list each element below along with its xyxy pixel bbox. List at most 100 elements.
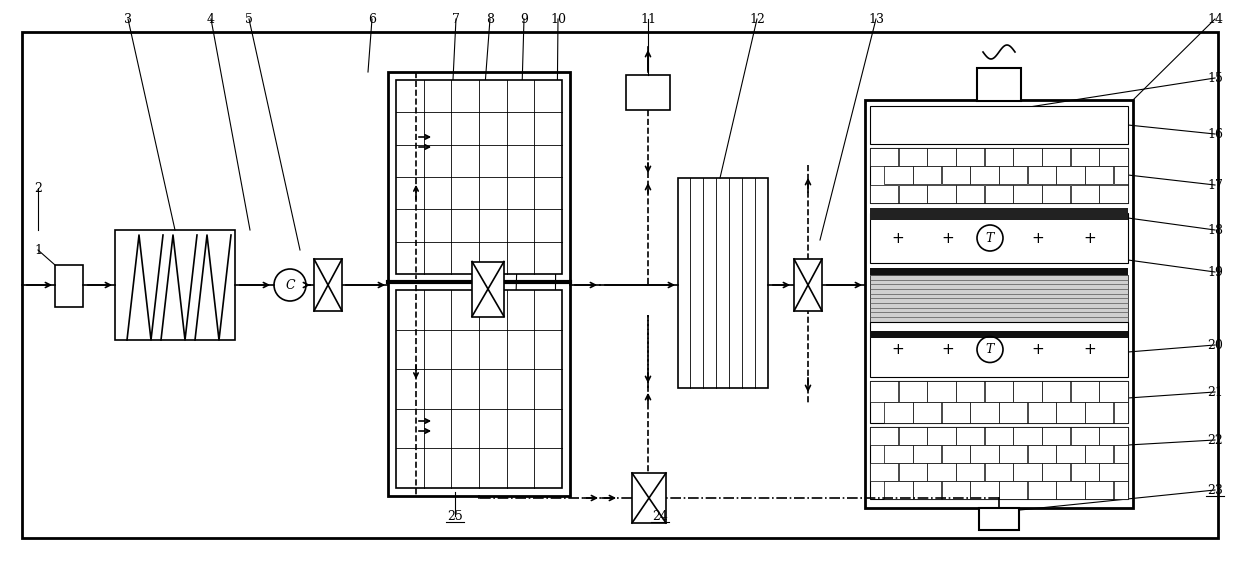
Bar <box>314 259 342 311</box>
Bar <box>941 445 970 463</box>
Bar <box>22 32 1218 538</box>
Bar <box>115 230 236 340</box>
Bar <box>870 208 1128 220</box>
Bar <box>884 445 913 463</box>
Bar <box>899 463 926 480</box>
Bar <box>884 481 913 498</box>
Bar <box>899 148 926 166</box>
Bar <box>999 166 1027 184</box>
Bar <box>870 331 1128 338</box>
Bar <box>941 166 970 184</box>
Bar <box>913 402 941 423</box>
Text: T: T <box>986 343 994 356</box>
Bar <box>1114 166 1127 184</box>
Bar <box>870 148 898 166</box>
Bar <box>870 322 1128 377</box>
Bar <box>985 427 1013 444</box>
Bar <box>1070 463 1099 480</box>
Bar <box>913 481 941 498</box>
Bar <box>1100 463 1127 480</box>
Bar <box>678 178 768 388</box>
Bar <box>956 427 985 444</box>
Text: +: + <box>1084 342 1096 357</box>
Bar <box>1013 463 1042 480</box>
Bar <box>999 402 1027 423</box>
Bar <box>956 185 985 203</box>
Bar <box>928 463 956 480</box>
Text: 23: 23 <box>1207 484 1223 497</box>
Bar <box>1085 402 1114 423</box>
Bar <box>1013 185 1042 203</box>
Bar <box>928 185 956 203</box>
Bar <box>941 402 970 423</box>
Bar <box>870 213 1128 263</box>
Text: 14: 14 <box>1207 13 1223 26</box>
Bar <box>1013 148 1042 166</box>
Text: 18: 18 <box>1207 224 1223 237</box>
Text: 3: 3 <box>124 13 131 26</box>
Bar <box>388 72 570 496</box>
Bar <box>913 445 941 463</box>
Text: +: + <box>1032 230 1044 245</box>
Bar <box>1100 381 1127 402</box>
Text: +: + <box>892 342 904 357</box>
Text: 17: 17 <box>1207 179 1223 192</box>
Bar <box>870 381 1128 423</box>
Text: 10: 10 <box>551 13 565 26</box>
Bar <box>899 427 926 444</box>
Bar <box>1100 185 1127 203</box>
Bar <box>866 100 1133 508</box>
Bar <box>1085 445 1114 463</box>
Text: 24: 24 <box>652 509 668 522</box>
Bar <box>870 381 898 402</box>
Bar <box>928 148 956 166</box>
Bar <box>1028 481 1055 498</box>
Bar <box>870 268 1128 275</box>
Text: C: C <box>285 278 295 291</box>
Text: 2: 2 <box>33 182 42 195</box>
Text: +: + <box>1032 342 1044 357</box>
Bar <box>55 265 83 307</box>
Bar <box>971 445 998 463</box>
Bar <box>999 481 1027 498</box>
Bar <box>956 381 985 402</box>
Bar <box>884 402 913 423</box>
Bar <box>626 75 670 110</box>
Bar <box>870 106 1128 144</box>
Bar <box>971 481 998 498</box>
Bar <box>941 481 970 498</box>
Bar <box>870 275 1128 331</box>
Bar <box>1042 185 1070 203</box>
Text: 11: 11 <box>640 13 656 26</box>
Text: 15: 15 <box>1207 72 1223 85</box>
Bar <box>1028 166 1055 184</box>
Bar <box>928 381 956 402</box>
Bar <box>1042 427 1070 444</box>
Bar <box>971 402 998 423</box>
Text: +: + <box>1084 230 1096 245</box>
Bar <box>1042 463 1070 480</box>
Bar <box>870 427 898 444</box>
Text: 19: 19 <box>1207 266 1223 278</box>
Bar <box>472 262 503 316</box>
Bar <box>884 166 913 184</box>
Bar <box>980 508 1019 530</box>
Bar <box>1013 427 1042 444</box>
Bar <box>1085 481 1114 498</box>
Text: 9: 9 <box>520 13 528 26</box>
Text: 21: 21 <box>1207 386 1223 398</box>
Bar <box>971 166 998 184</box>
Text: 8: 8 <box>486 13 494 26</box>
Text: 16: 16 <box>1207 127 1223 141</box>
Bar <box>1085 166 1114 184</box>
Bar <box>1100 427 1127 444</box>
Bar <box>1028 402 1055 423</box>
Bar <box>1070 148 1099 166</box>
Text: 12: 12 <box>749 13 765 26</box>
Text: 4: 4 <box>207 13 215 26</box>
Text: +: + <box>941 230 955 245</box>
Bar <box>985 185 1013 203</box>
Bar <box>928 427 956 444</box>
Bar <box>1056 481 1085 498</box>
Text: 7: 7 <box>453 13 460 26</box>
